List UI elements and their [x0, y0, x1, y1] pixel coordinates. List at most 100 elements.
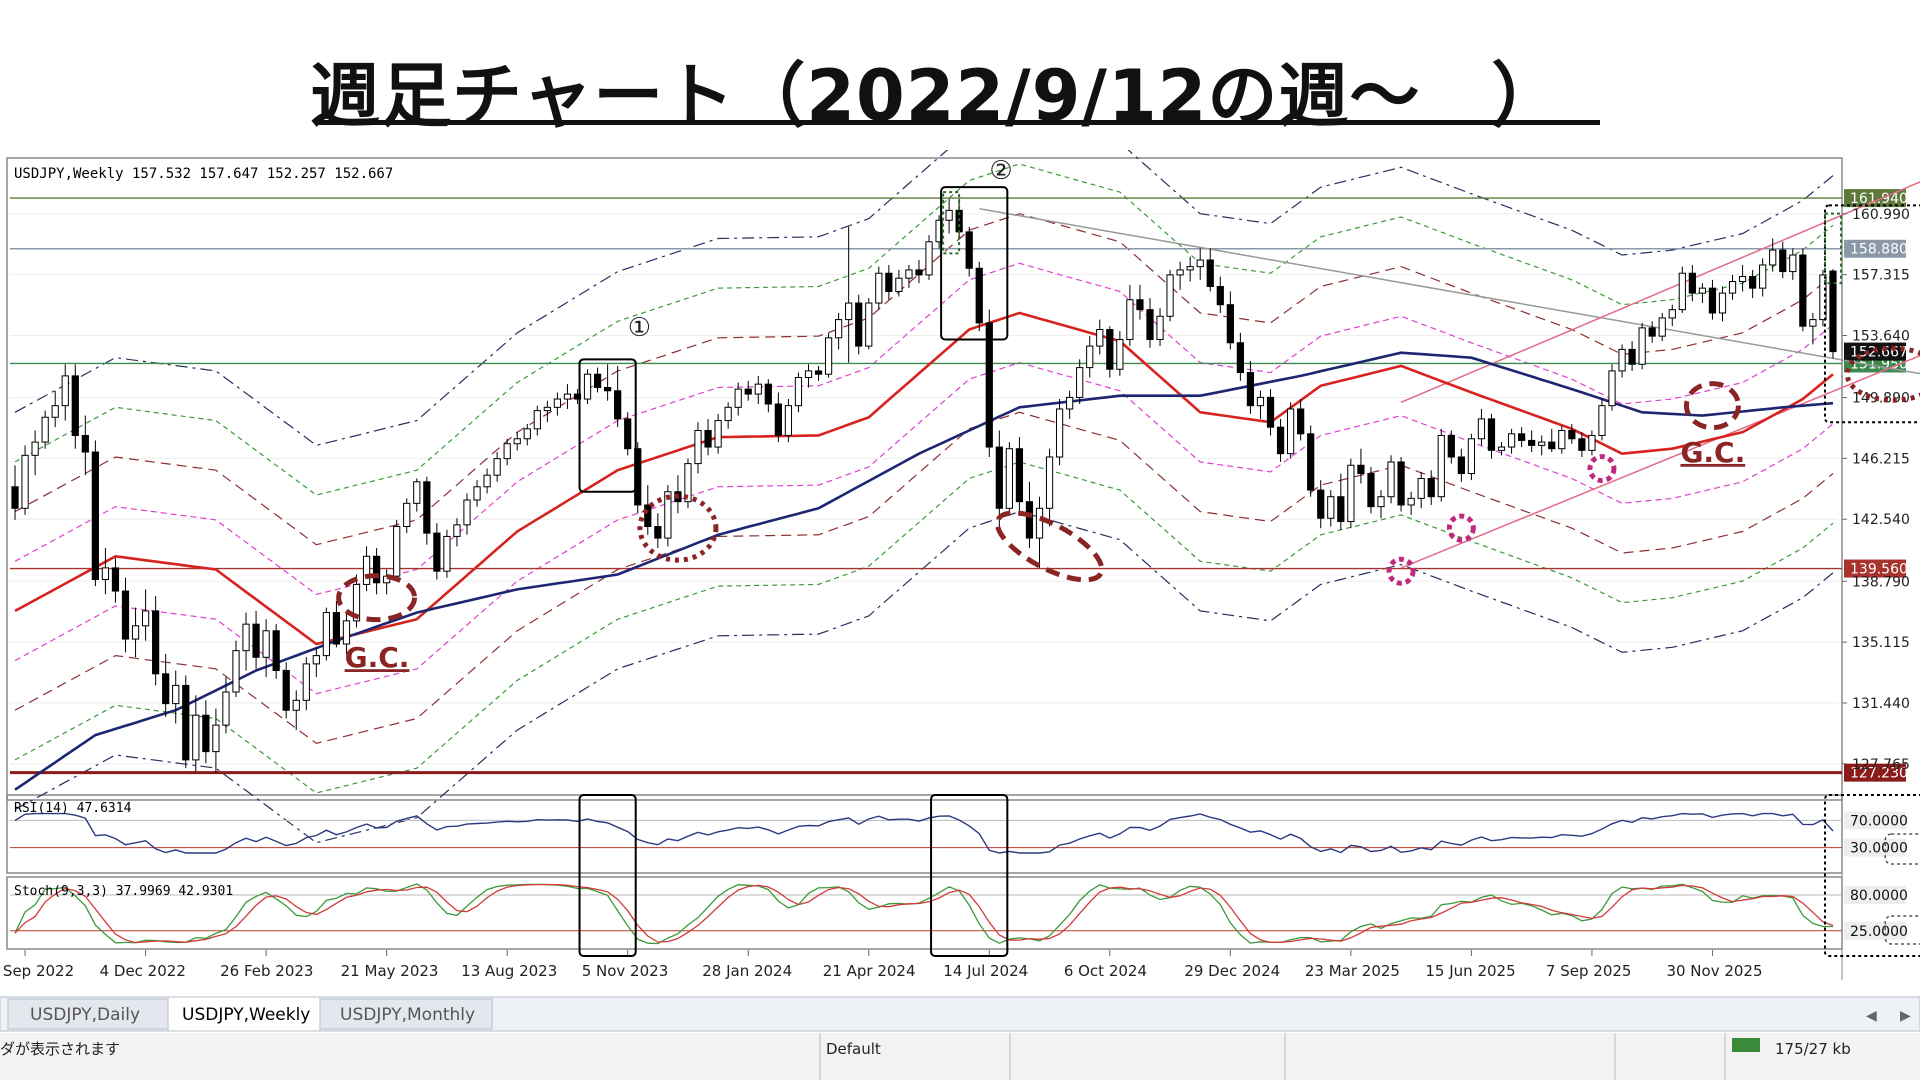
stoch-k-line [14, 883, 1833, 945]
rsi-level-label-0: 70.0000 [1850, 813, 1908, 829]
candle-169 [1708, 279, 1717, 320]
candle-73 [744, 380, 752, 401]
tab-daily[interactable]: USDJPY,Daily [7, 998, 169, 1030]
candle-80 [814, 365, 823, 381]
tab-weekly[interactable]: USDJPY,Weekly [167, 996, 321, 1032]
candle-135 [1367, 466, 1375, 514]
candle-104 [1055, 399, 1064, 466]
up-trend-line-lower [1400, 354, 1920, 569]
candle-84 [855, 294, 863, 355]
candle-160 [1618, 344, 1626, 378]
candle-4 [51, 390, 59, 428]
band-line-3 [14, 411, 1834, 744]
candle-22 [232, 640, 240, 697]
moving-averages [14, 311, 1834, 791]
price-axis: 160.990157.315153.640149.890146.215142.5… [1842, 207, 1910, 773]
candle-164 [1658, 312, 1666, 342]
candle-10 [111, 557, 120, 603]
x-tick-label-2: 26 Feb 2023 [220, 962, 313, 980]
candle-113 [1146, 298, 1154, 348]
candle-0 [11, 465, 19, 520]
candle-11 [121, 577, 130, 653]
band-line-5 [14, 461, 1834, 794]
status-traffic: 175/27 kb [1775, 1040, 1851, 1058]
level-tag-1 [1844, 239, 1906, 258]
candle-29 [302, 657, 310, 711]
candle-99 [1005, 442, 1013, 515]
x-tick-label-10: 29 Dec 2024 [1184, 962, 1280, 980]
candle-40 [413, 478, 421, 512]
candle-32 [332, 600, 341, 648]
candle-55 [563, 384, 572, 409]
x-tick-label-1: 4 Dec 2022 [100, 962, 186, 980]
candle-21 [222, 677, 230, 734]
candle-30 [312, 647, 320, 678]
candle-100 [1015, 437, 1024, 515]
support-dot-2 [1386, 556, 1416, 586]
candle-42 [433, 523, 441, 580]
candle-25 [262, 619, 270, 678]
candle-91 [925, 235, 933, 280]
candle-171 [1728, 274, 1737, 300]
candle-70 [714, 413, 722, 454]
candle-173 [1749, 269, 1757, 299]
candle-111 [1126, 284, 1134, 347]
candle-87 [885, 264, 893, 300]
candle-62 [634, 442, 642, 514]
tab-monthly[interactable]: USDJPY,Monthly [319, 998, 493, 1030]
rsi-line [14, 812, 1834, 854]
candle-18 [192, 695, 200, 772]
rsi-stoch-box-1 [578, 794, 637, 957]
candle-153 [1548, 428, 1556, 453]
candle-59 [604, 364, 612, 401]
tab-scroll-left-icon[interactable]: ◀ [1866, 1008, 1877, 1024]
symbol-header: USDJPY,Weekly 157.532 157.647 152.257 15… [14, 166, 393, 182]
connection-bars-icon [1732, 1038, 1760, 1052]
candle-170 [1718, 286, 1727, 322]
candle-57 [583, 369, 592, 405]
candle-54 [553, 392, 562, 416]
x-tick-label-0: 11 Sep 2022 [0, 962, 74, 980]
candle-60 [614, 365, 622, 428]
candle-116 [1176, 261, 1184, 290]
candle-31 [322, 607, 330, 661]
candle-15 [162, 653, 170, 717]
candle-56 [573, 389, 582, 405]
status-profile: Default [826, 1040, 881, 1058]
candle-103 [1045, 448, 1054, 527]
level-label-1: 158.880 [1850, 242, 1908, 258]
candle-168 [1698, 283, 1707, 304]
candle-27 [282, 662, 290, 719]
stoch-level-label-0: 80.0000 [1850, 888, 1908, 904]
candle-143 [1447, 430, 1455, 464]
candle-75 [764, 379, 772, 413]
candle-138 [1397, 456, 1405, 512]
candle-79 [804, 364, 813, 388]
tab-scroll-right-icon[interactable]: ▶ [1900, 1008, 1911, 1024]
rsi-recent-marker [1884, 833, 1920, 865]
stoch-recent-marker [1884, 915, 1920, 945]
candle-41 [423, 476, 431, 545]
band-line-1 [14, 361, 1834, 695]
candle-1 [21, 445, 29, 515]
candle-102 [1035, 496, 1044, 568]
candle-58 [593, 367, 602, 393]
candle-68 [694, 422, 702, 474]
candle-86 [875, 266, 883, 310]
status-text: ダが表示されます [0, 1040, 120, 1058]
gc-circle-2 [1683, 381, 1741, 431]
candle-20 [212, 708, 220, 774]
support-dot-3 [1587, 454, 1617, 484]
x-tick-label-3: 21 May 2023 [341, 962, 439, 980]
candle-96 [975, 261, 983, 332]
candle-24 [252, 610, 260, 669]
candle-174 [1759, 258, 1767, 297]
candle-19 [202, 700, 210, 764]
candle-61 [624, 412, 632, 456]
time-axis: 11 Sep 2022 4 Dec 2022 26 Feb 2023 21 May 2… [0, 950, 1763, 980]
candle-179 [1809, 312, 1817, 345]
candle-133 [1347, 458, 1355, 529]
candle-72 [734, 382, 742, 416]
candle-7 [81, 415, 89, 476]
candle-5 [61, 364, 69, 421]
